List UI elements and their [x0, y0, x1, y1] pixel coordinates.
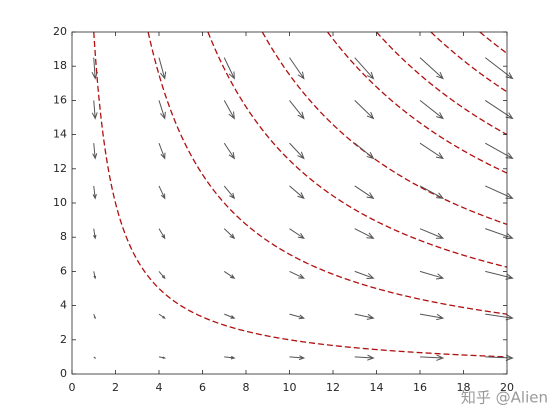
x-tick-label: 10 — [283, 381, 297, 394]
y-tick-label: 12 — [53, 162, 67, 175]
level-curve — [376, 31, 508, 136]
arrow — [484, 99, 514, 120]
arrow — [419, 270, 445, 280]
x-tick-label: 8 — [243, 381, 250, 394]
arrow — [223, 185, 236, 200]
x-tick-label: 20 — [500, 381, 514, 394]
arrow — [158, 142, 166, 160]
arrow — [419, 100, 444, 120]
y-tick-label: 14 — [53, 128, 67, 141]
arrow — [354, 100, 375, 120]
arrow — [484, 57, 514, 80]
arrow — [485, 313, 514, 321]
x-tick-label: 18 — [457, 381, 471, 394]
arrow — [223, 142, 236, 160]
arrow — [223, 100, 235, 120]
arrow — [354, 185, 375, 200]
arrow — [224, 355, 236, 360]
arrow — [93, 271, 97, 280]
level-curve — [93, 31, 508, 358]
y-tick-label: 20 — [53, 25, 67, 38]
arrow — [93, 313, 96, 320]
arrow — [419, 57, 444, 80]
x-tick-label: 6 — [199, 381, 206, 394]
arrow — [289, 228, 305, 239]
x-tick-label: 0 — [69, 381, 76, 394]
arrow — [485, 142, 514, 160]
arrow — [419, 142, 445, 160]
x-tick-label: 14 — [370, 381, 384, 394]
arrow — [289, 313, 306, 320]
arrow — [419, 313, 445, 321]
y-tick-label: 10 — [53, 196, 67, 209]
level-curve — [147, 31, 508, 315]
arrow — [224, 313, 236, 319]
arrow — [485, 354, 514, 361]
arrow — [289, 355, 306, 361]
arrow — [485, 228, 514, 240]
x-tick-label: 4 — [156, 381, 163, 394]
arrow — [354, 270, 375, 280]
axes-background — [72, 32, 507, 374]
y-tick-label: 4 — [60, 299, 67, 312]
arrow — [289, 142, 305, 160]
y-tick-label: 18 — [53, 59, 67, 72]
watermark: 知乎 @Alien — [461, 389, 548, 407]
arrow — [419, 185, 445, 199]
arrow — [289, 270, 306, 279]
x-tick-label: 16 — [413, 381, 427, 394]
y-tick-label: 8 — [60, 230, 67, 243]
x-tick-label: 2 — [112, 381, 119, 394]
arrow — [485, 270, 514, 280]
arrow — [158, 271, 166, 280]
y-tick-label: 2 — [60, 333, 67, 346]
arrow — [223, 270, 236, 279]
arrow — [354, 313, 375, 320]
arrow — [158, 57, 167, 80]
arrow — [289, 185, 305, 200]
level-curve — [430, 31, 508, 93]
y-tick-label: 16 — [53, 93, 67, 106]
arrow — [91, 57, 98, 80]
level-curve — [207, 31, 508, 268]
arrow — [354, 142, 375, 160]
arrow — [93, 356, 97, 359]
arrow — [223, 57, 235, 80]
y-tick-label: 6 — [60, 264, 67, 277]
x-tick-label: 12 — [326, 381, 340, 394]
arrow — [289, 100, 305, 120]
arrow — [158, 100, 166, 120]
arrow — [91, 100, 98, 120]
arrow — [158, 185, 166, 200]
arrow — [354, 354, 375, 361]
arrow — [158, 228, 166, 240]
arrow — [223, 228, 236, 240]
arrow — [419, 228, 445, 239]
level-curve — [327, 31, 508, 174]
arrow — [92, 143, 98, 160]
level-curve — [479, 31, 508, 54]
arrow — [158, 313, 166, 319]
arrow — [354, 228, 375, 239]
arrow — [485, 185, 514, 199]
arrow — [158, 356, 167, 359]
arrow — [92, 228, 97, 240]
arrow — [289, 57, 305, 80]
arrow — [419, 354, 445, 361]
y-tick-label: 0 — [60, 367, 67, 380]
arrow — [354, 57, 375, 80]
arrow — [92, 185, 97, 200]
level-curve — [261, 31, 508, 225]
